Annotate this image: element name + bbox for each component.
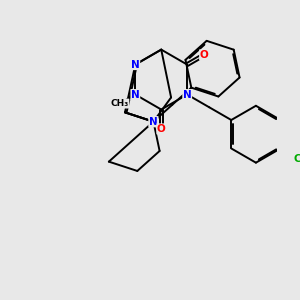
Text: Cl: Cl xyxy=(293,154,300,164)
Text: N: N xyxy=(149,117,158,127)
Text: N: N xyxy=(131,89,140,100)
Text: N: N xyxy=(131,60,140,70)
Text: CH₃: CH₃ xyxy=(111,99,129,108)
Text: N: N xyxy=(183,89,192,100)
Text: O: O xyxy=(157,124,166,134)
Text: O: O xyxy=(200,50,208,60)
Text: N: N xyxy=(149,117,158,127)
